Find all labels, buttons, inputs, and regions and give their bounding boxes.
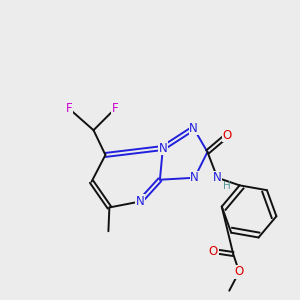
Text: N: N bbox=[190, 171, 199, 184]
Text: N: N bbox=[158, 142, 167, 154]
Text: O: O bbox=[235, 266, 244, 278]
Text: O: O bbox=[223, 129, 232, 142]
Text: N: N bbox=[213, 171, 222, 184]
Text: F: F bbox=[112, 102, 119, 115]
Text: O: O bbox=[209, 244, 218, 258]
Text: N: N bbox=[189, 122, 198, 135]
Text: N: N bbox=[136, 195, 145, 208]
Text: F: F bbox=[65, 102, 72, 115]
Text: H: H bbox=[224, 181, 231, 191]
